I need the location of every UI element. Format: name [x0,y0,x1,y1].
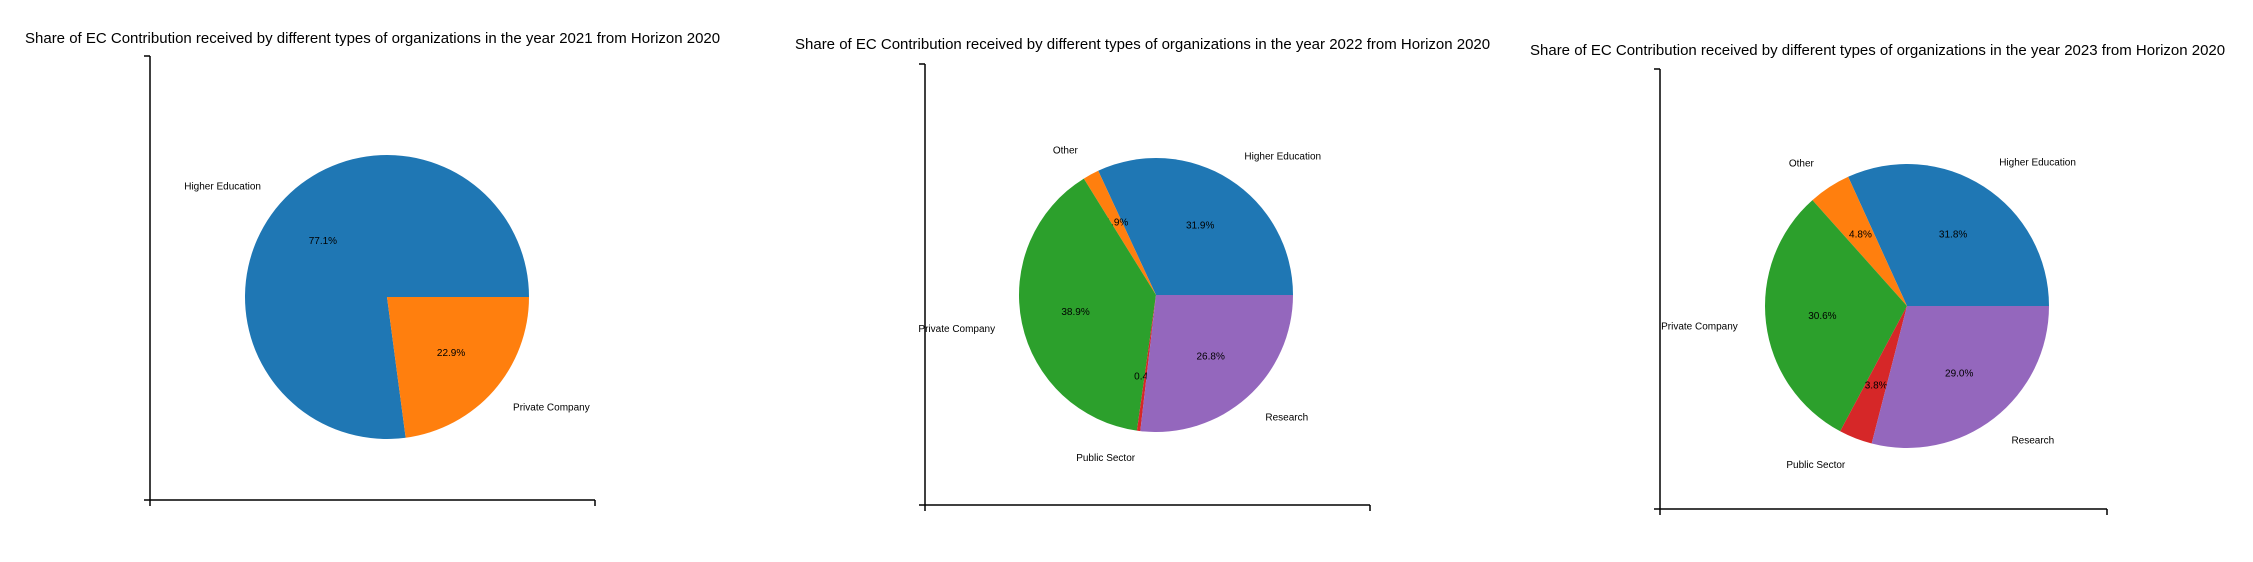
slice-label: Higher Education [1999,158,2076,169]
slice-label: Other [1053,145,1079,156]
percent-label: 26.8% [1197,351,1225,362]
pie-chart-2021: Higher Education 77.1% Private Company 22.9… [144,55,596,506]
pie-slice-research [1871,306,2049,448]
slice-label: Private Company [1661,321,1738,332]
slice-label: Private Company [513,402,590,413]
pie-chart-2023: Higher Education 31.8% Other 4.8% Private Co… [1654,68,2108,515]
percent-label: 4.8% [1849,230,1872,241]
chart-title: Share of EC Contribution received by dif… [795,36,1491,53]
percent-label: 3.8% [1865,380,1888,391]
pie-slice-private-company [387,297,529,438]
chart-panel-2021: Share of EC Contribution received by dif… [20,30,760,550]
pie-slice-private-company [1765,200,1907,432]
slice-label: Private Company [918,324,995,335]
pie-slice-higher-education [1098,158,1293,295]
pie-slice-public-sector [1840,306,1907,444]
pie-slice-other [1083,170,1156,295]
pie-slice-research [1140,295,1293,432]
slice-label: Higher Education [1244,151,1321,162]
slice-label: Research [2011,436,2054,447]
percent-label: 1.9% [1106,218,1129,229]
percent-label: 30.6% [1808,311,1836,322]
slice-label: Higher Education [184,182,261,193]
pie-slice-public-sector [1136,295,1156,432]
percent-label: 29.0% [1945,368,1973,379]
percent-label: 77.1% [309,236,337,247]
chart-panel-2022: Share of EC Contribution received by dif… [790,36,1530,556]
slice-label: Public Sector [1076,453,1136,464]
percent-label: 0.4% [1134,372,1157,383]
pie-chart-2022: Higher Education 31.9% Other 1.9% Private Co… [918,63,1371,511]
slice-label: Research [1265,413,1308,424]
percent-label: 38.9% [1061,307,1089,318]
percent-label: 31.8% [1939,229,1967,240]
pie-slice-other [1812,176,1907,306]
pie-slice-private-company [1019,178,1156,431]
percent-label: 22.9% [437,348,465,359]
pie-slice-higher-education [1848,163,2049,306]
slice-label: Public Sector [1786,460,1846,471]
slice-label: Other [1789,158,1815,169]
chart-panel-2023: Share of EC Contribution received by dif… [1525,42,2253,562]
chart-title: Share of EC Contribution received by dif… [25,30,721,47]
chart-title: Share of EC Contribution received by dif… [1530,42,2226,59]
percent-label: 31.9% [1186,221,1214,232]
